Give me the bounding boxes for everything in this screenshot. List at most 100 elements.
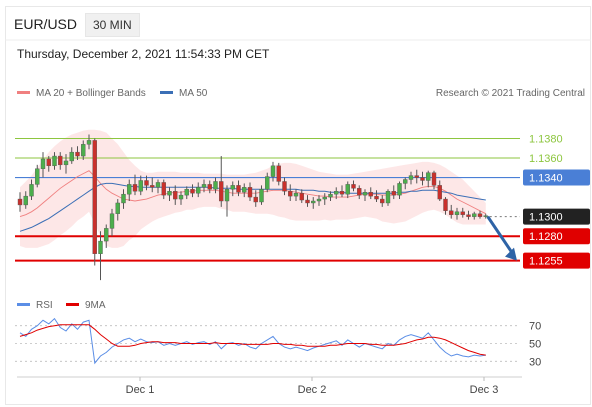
candle-body: [345, 184, 350, 195]
candle-body: [265, 176, 270, 190]
candle-body: [63, 160, 69, 166]
candle-body: [293, 192, 299, 197]
candle-body: [150, 185, 155, 188]
candle-body: [385, 191, 391, 204]
candle-body: [437, 185, 442, 200]
moving-averages: [19, 170, 487, 232]
level-label-1-1255: 1.1255: [529, 256, 563, 268]
candle-body: [397, 183, 402, 196]
rsi-level-label-30: 30: [529, 356, 541, 368]
candle-body: [190, 189, 195, 194]
bollinger-legend-swatch: [17, 91, 30, 94]
candle-body: [46, 158, 51, 167]
card-border: [5, 6, 591, 405]
forecast-arrow-head: [505, 247, 517, 261]
level-label-bg-1-1300: [523, 208, 590, 225]
timeframe-badge[interactable]: 30 MIN: [85, 13, 140, 37]
x-tick-label: Dec 1: [126, 384, 155, 396]
candle-body: [161, 182, 166, 196]
candle-body: [109, 213, 115, 229]
rsi-legend-label: RSI: [36, 300, 53, 311]
candle-body: [58, 155, 63, 166]
candle-body: [420, 177, 425, 181]
candle-body: [35, 168, 40, 185]
candle-body: [98, 240, 103, 254]
candle-body: [75, 151, 80, 157]
forecast-arrow-shaft: [486, 215, 514, 254]
candle-body: [196, 187, 201, 194]
candle-body: [299, 192, 304, 201]
rsi-levels: 70 50 30: [15, 321, 541, 368]
candle-body: [213, 181, 218, 190]
candle-body: [29, 184, 34, 197]
forecast-arrow: [486, 215, 517, 261]
candle-body: [81, 144, 86, 157]
candle-body: [69, 151, 74, 162]
candle-body: [155, 182, 161, 188]
candle-body: [477, 213, 483, 217]
price-legend: MA 20 + Bollinger Bands MA 50 Research ©…: [17, 88, 585, 99]
candle-body: [322, 196, 327, 200]
candle-body: [270, 165, 276, 177]
candle-body: [242, 187, 247, 193]
candle-body: [127, 184, 132, 195]
level-label-bg-1-1340: [523, 169, 590, 186]
candle-body: [121, 193, 126, 204]
rsi-ma-legend-swatch: [66, 303, 79, 306]
x-tick-label: Dec 3: [470, 384, 499, 396]
candle-body: [334, 191, 339, 195]
candle-body: [443, 198, 448, 211]
candle-body: [351, 184, 356, 189]
candle-body: [357, 188, 362, 196]
candle-body: [17, 198, 23, 206]
candle-body: [115, 202, 120, 214]
candle-body: [316, 198, 322, 202]
candle-body: [40, 158, 46, 169]
candle-body: [184, 189, 189, 196]
candle-body: [236, 185, 241, 193]
candles: [17, 134, 488, 281]
candle-body: [460, 211, 465, 215]
bollinger-bands: [20, 129, 486, 248]
candle-body: [173, 191, 178, 200]
candle-body: [426, 172, 431, 181]
candle-body: [483, 215, 488, 217]
ma50-legend-label: MA 50: [179, 88, 208, 99]
candle-body: [311, 200, 316, 204]
candle-body: [391, 191, 396, 196]
symbol-label: EUR/USD: [14, 16, 78, 32]
rsi-legend-swatch: [17, 303, 30, 306]
level-label-1-1360: 1.1360: [529, 153, 563, 165]
candle-body: [466, 214, 471, 217]
candle-body: [276, 165, 281, 182]
candle-body: [224, 189, 230, 202]
candle-body: [259, 189, 264, 203]
candle-body: [219, 181, 224, 202]
research-credit: Research © 2021 Trading Central: [436, 88, 585, 99]
candle-body: [339, 191, 345, 195]
candle-body: [374, 195, 379, 200]
level-label-bg-1-1280: [523, 228, 590, 245]
candle-body: [454, 211, 460, 215]
candle-body: [431, 172, 437, 186]
rsi-ma-line: [19, 324, 486, 356]
x-tick-label: Dec 2: [298, 384, 327, 396]
candle-body: [305, 199, 310, 204]
rsi-level-label-70: 70: [529, 321, 541, 333]
ma50-legend-swatch: [160, 91, 173, 94]
level-label-1-1340: 1.1340: [529, 173, 563, 185]
level-label-1-1300: 1.1300: [529, 212, 563, 224]
rsi-ma-legend-label: 9MA: [85, 300, 106, 311]
price-levels: [15, 137, 520, 262]
candle-body: [23, 195, 28, 206]
candle-body: [52, 155, 57, 167]
level-label-1-1380: 1.1380: [529, 133, 563, 145]
candle-body: [230, 185, 235, 190]
candle-body: [167, 191, 172, 196]
candle-body: [247, 187, 253, 198]
rsi-legend: RSI 9MA: [17, 300, 106, 311]
candle-body: [408, 175, 414, 180]
bollinger-band-area: [20, 129, 486, 248]
rsi-level-label-50: 50: [529, 339, 541, 351]
